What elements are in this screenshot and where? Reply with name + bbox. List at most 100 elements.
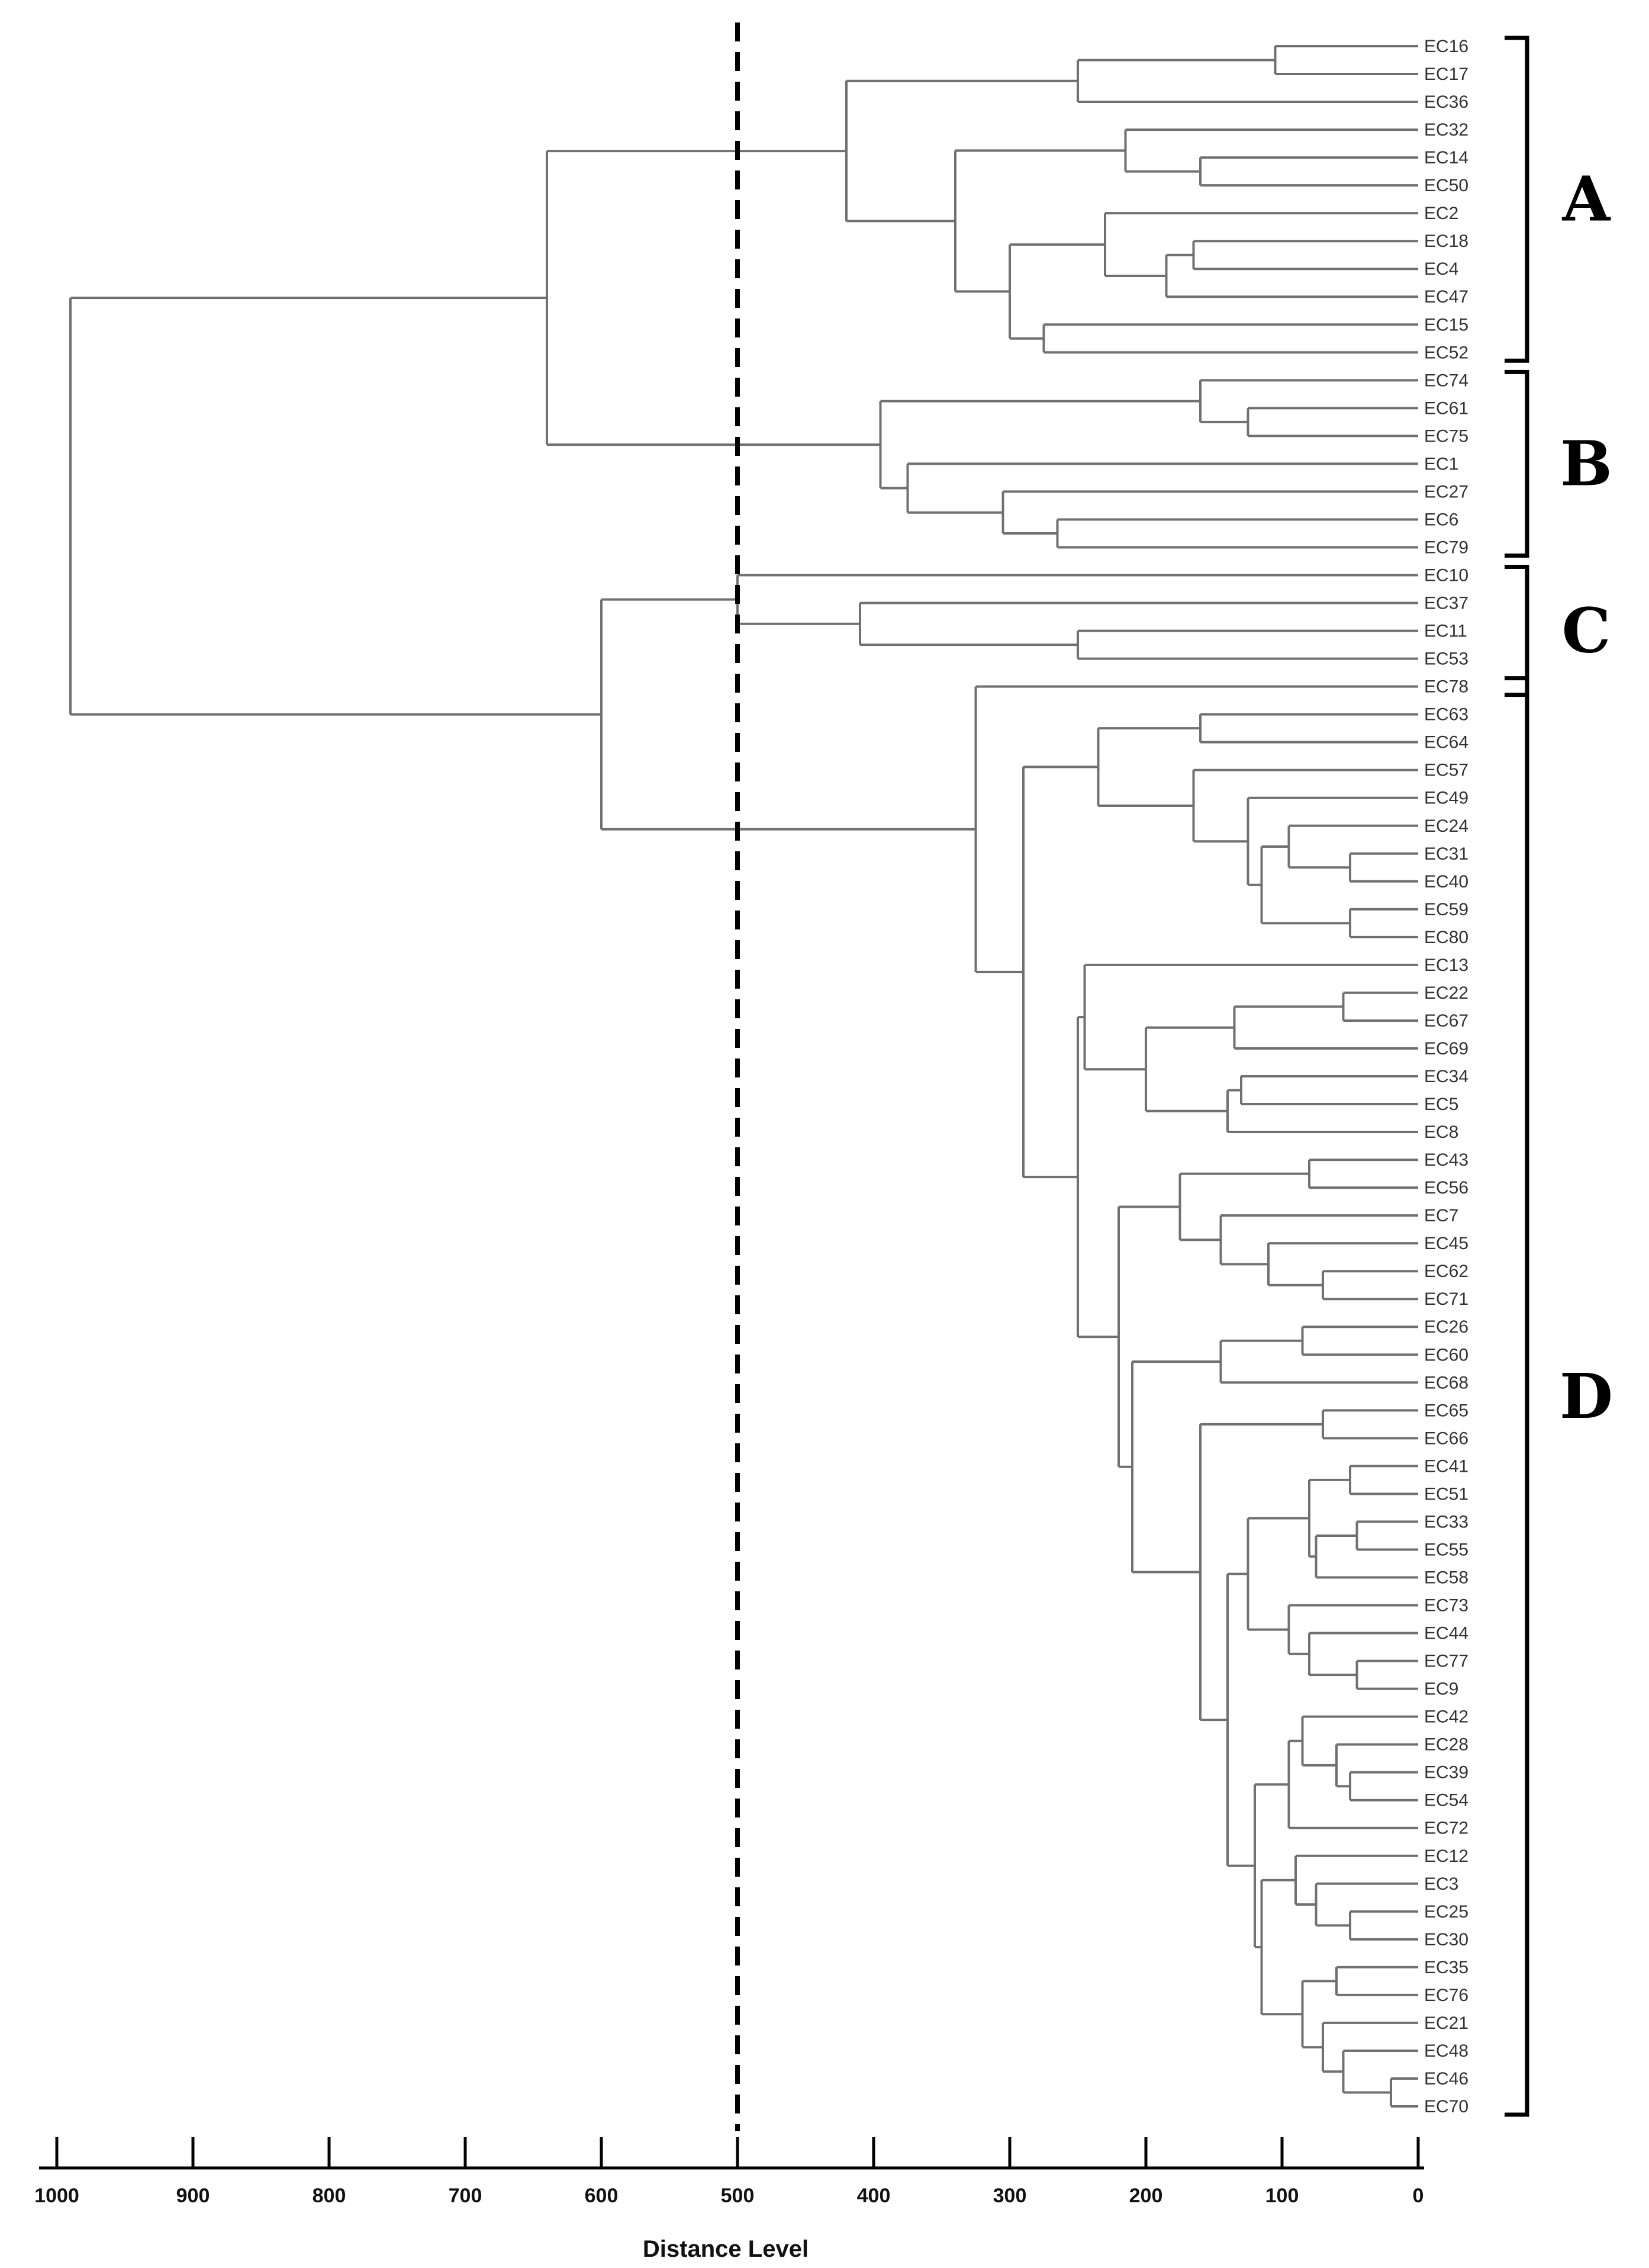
leaf-label: EC9 — [1424, 1680, 1458, 1699]
leaf-label: EC69 — [1424, 1039, 1468, 1059]
leaf-label: EC3 — [1424, 1874, 1458, 1894]
leaf-label: EC44 — [1424, 1624, 1468, 1643]
leaf-label: EC62 — [1424, 1262, 1468, 1281]
leaf-label: EC45 — [1424, 1234, 1468, 1253]
cluster-brackets: A B C D — [1505, 36, 1613, 2117]
leaf-label: EC11 — [1424, 622, 1467, 641]
leaf-label: EC64 — [1424, 733, 1468, 752]
leaf-label: EC65 — [1424, 1401, 1468, 1420]
x-tick-label: 500 — [721, 2185, 755, 2207]
leaf-label: EC31 — [1424, 844, 1468, 864]
leaf-label: EC10 — [1424, 566, 1468, 586]
x-tick-label: 300 — [993, 2185, 1027, 2207]
x-tick-label: 400 — [857, 2185, 891, 2207]
leaf-label: EC25 — [1424, 1902, 1468, 1922]
x-axis-title: Distance Level — [643, 2236, 809, 2262]
leaf-label: EC1 — [1424, 454, 1458, 474]
leaf-label: EC61 — [1424, 398, 1468, 418]
leaf-label: EC75 — [1424, 426, 1468, 446]
leaf-label: EC27 — [1424, 482, 1468, 501]
leaf-label: EC17 — [1424, 65, 1468, 84]
leaf-label: EC60 — [1424, 1345, 1468, 1365]
leaf-label: EC5 — [1424, 1095, 1458, 1114]
x-tick-label: 0 — [1413, 2185, 1424, 2207]
x-tick-label: 800 — [313, 2185, 346, 2207]
x-axis-ticks: 1000 900 800 700 600 500 400 300 200 100 0 — [34, 2137, 1423, 2207]
cluster-bracket-b — [1505, 369, 1529, 558]
cluster-label-a: A — [1562, 163, 1611, 236]
x-tick-label: 200 — [1129, 2185, 1163, 2207]
leaf-label: EC8 — [1424, 1122, 1458, 1142]
x-axis: 1000 900 800 700 600 500 400 300 200 100 0 — [34, 2137, 1424, 2207]
cluster-bracket-a — [1505, 36, 1529, 363]
leaf-label: EC77 — [1424, 1652, 1468, 1671]
leaf-label: EC58 — [1424, 1568, 1468, 1587]
leaf-label: EC54 — [1424, 1791, 1468, 1810]
leaf-label: EC43 — [1424, 1150, 1468, 1170]
leaf-label: EC66 — [1424, 1429, 1468, 1448]
leaf-label: EC33 — [1424, 1512, 1468, 1532]
x-tick-label: 700 — [449, 2185, 482, 2207]
leaf-label: EC67 — [1424, 1011, 1468, 1031]
leaf-label: EC40 — [1424, 872, 1468, 892]
cluster-label-d: D — [1560, 1360, 1613, 1433]
leaf-label: EC72 — [1424, 1819, 1468, 1838]
leaf-label: EC42 — [1424, 1707, 1468, 1727]
leaf-label: EC7 — [1424, 1206, 1458, 1225]
leaf-labels: EC16 EC17 EC36 EC32 EC14 EC50 EC2 EC18 EC4 EC47 EC… — [1424, 37, 1468, 2116]
leaf-label: EC13 — [1424, 956, 1468, 975]
leaf-label: EC68 — [1424, 1373, 1468, 1392]
leaf-label: EC63 — [1424, 705, 1468, 725]
leaf-label: EC39 — [1424, 1763, 1468, 1783]
leaf-label: EC56 — [1424, 1178, 1468, 1198]
leaf-label: EC57 — [1424, 761, 1468, 780]
leaf-label: EC26 — [1424, 1317, 1468, 1337]
x-tick-label: 900 — [176, 2185, 210, 2207]
leaf-label: EC80 — [1424, 928, 1468, 947]
leaf-label: EC15 — [1424, 315, 1468, 334]
leaf-label: EC6 — [1424, 510, 1458, 529]
leaf-label: EC76 — [1424, 1986, 1468, 2005]
leaf-label: EC48 — [1424, 2041, 1468, 2061]
leaf-label: EC74 — [1424, 371, 1468, 390]
leaf-label: EC14 — [1424, 148, 1468, 168]
leaf-label: EC24 — [1424, 816, 1468, 836]
leaf-label: EC47 — [1424, 287, 1468, 307]
leaf-label: EC79 — [1424, 538, 1468, 557]
dendrogram-branches — [69, 45, 1418, 2108]
cluster-bracket-c — [1505, 565, 1529, 697]
leaf-label: EC18 — [1424, 231, 1468, 251]
leaf-label: EC2 — [1424, 204, 1458, 223]
leaf-label: EC78 — [1424, 677, 1468, 697]
leaf-label: EC21 — [1424, 2013, 1468, 2033]
leaf-label: EC30 — [1424, 1930, 1468, 1949]
leaf-label: EC70 — [1424, 2097, 1468, 2116]
leaf-label: EC32 — [1424, 120, 1468, 140]
leaf-label: EC37 — [1424, 594, 1468, 613]
leaf-label: EC71 — [1424, 1289, 1468, 1309]
cluster-label-c: C — [1562, 594, 1611, 667]
leaf-label: EC46 — [1424, 2069, 1468, 2089]
leaf-label: EC52 — [1424, 343, 1468, 362]
leaf-label: EC55 — [1424, 1540, 1468, 1559]
leaf-label: EC22 — [1424, 983, 1468, 1003]
leaf-label: EC16 — [1424, 37, 1468, 56]
leaf-label: EC35 — [1424, 1958, 1468, 1977]
leaf-label: EC51 — [1424, 1484, 1468, 1504]
cluster-label-b: B — [1560, 427, 1612, 500]
leaf-label: EC12 — [1424, 1846, 1468, 1866]
leaf-label: EC4 — [1424, 259, 1458, 279]
leaf-label: EC73 — [1424, 1596, 1468, 1616]
leaf-label: EC28 — [1424, 1735, 1468, 1755]
leaf-label: EC36 — [1424, 92, 1468, 112]
leaf-label: EC49 — [1424, 789, 1468, 808]
x-tick-label: 600 — [585, 2185, 619, 2207]
x-tick-label: 1000 — [34, 2185, 79, 2207]
cluster-bracket-d — [1505, 676, 1529, 2117]
leaf-label: EC50 — [1424, 176, 1468, 195]
leaf-label: EC41 — [1424, 1456, 1468, 1476]
leaf-label: EC34 — [1424, 1067, 1468, 1086]
leaf-label: EC53 — [1424, 649, 1468, 669]
x-tick-label: 100 — [1265, 2185, 1299, 2207]
